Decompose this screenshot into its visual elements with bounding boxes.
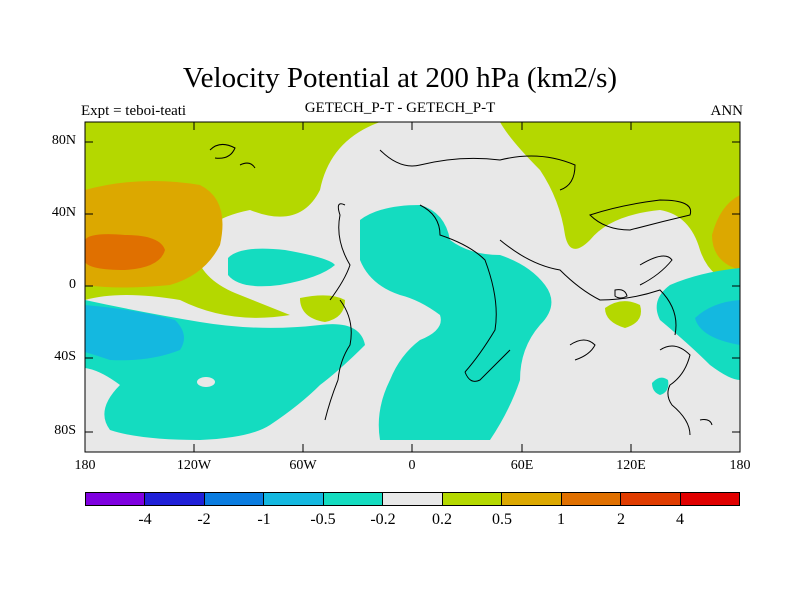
y-tick-label: 40N bbox=[51, 205, 76, 220]
x-tick-label: 120E bbox=[616, 458, 646, 473]
x-tick-label: 60E bbox=[510, 458, 534, 473]
colorbar-segment bbox=[86, 493, 146, 505]
x-tick-label: 180 bbox=[74, 458, 96, 473]
axis-ticks bbox=[85, 122, 740, 452]
colorbar-segment bbox=[502, 493, 562, 505]
colorbar-label: 0.5 bbox=[492, 511, 512, 528]
colorbar-label: 2 bbox=[617, 511, 625, 528]
colorbar-label: -0.5 bbox=[310, 511, 336, 528]
x-tick-label: 60W bbox=[289, 458, 317, 473]
y-tick-label: 80N bbox=[51, 133, 76, 148]
x-tick-label: 120W bbox=[176, 458, 212, 473]
colorbar-segment bbox=[680, 493, 739, 505]
negative-region-small-south bbox=[652, 377, 669, 395]
colorbar-segment bbox=[145, 493, 205, 505]
colorbar-segment bbox=[204, 493, 265, 505]
colorbar-segment bbox=[264, 493, 324, 505]
positive-region-indian bbox=[605, 301, 641, 328]
colorbar bbox=[85, 492, 740, 506]
y-tick-label: 0 bbox=[69, 277, 76, 292]
colorbar-label: 1 bbox=[557, 511, 565, 528]
negative-region-central-pacific bbox=[228, 248, 335, 287]
negative-region-africa-atlantic bbox=[360, 205, 552, 440]
experiment-label: Expt = teboi-teati bbox=[81, 103, 187, 119]
colorbar-segment bbox=[561, 493, 622, 505]
neutral-islet bbox=[197, 377, 215, 387]
season-label: ANN bbox=[710, 103, 744, 119]
colorbar-label: 0.2 bbox=[432, 511, 452, 528]
colorbar-segment bbox=[383, 493, 443, 505]
colorbar-segment bbox=[621, 493, 681, 505]
x-tick-label: 180 bbox=[729, 458, 751, 473]
colorbar-label: -0.2 bbox=[370, 511, 396, 528]
positive-region-atlantic bbox=[300, 295, 345, 322]
coastlines bbox=[209, 144, 713, 436]
colorbar-label: -4 bbox=[138, 511, 152, 528]
y-tick-label: 80S bbox=[54, 423, 76, 438]
positive-region-north-asia bbox=[500, 122, 740, 285]
colorbar-label: -2 bbox=[197, 511, 211, 528]
colorbar-segment bbox=[442, 493, 503, 505]
colorbar-label: -1 bbox=[257, 511, 271, 528]
map-title: Velocity Potential at 200 hPa (km2/s) bbox=[182, 62, 618, 94]
colorbar-label: 4 bbox=[676, 511, 684, 528]
negative-region-south-pacific-core bbox=[85, 305, 184, 361]
x-tick-label: 0 bbox=[408, 458, 416, 473]
positive-region-pacific-center bbox=[85, 234, 165, 270]
negative-region-west-pacific-core bbox=[695, 300, 740, 345]
colorbar-segment bbox=[323, 493, 384, 505]
y-tick-label: 40S bbox=[54, 349, 76, 364]
dataset-label: GETECH_P-T - GETECH_P-T bbox=[304, 100, 496, 116]
